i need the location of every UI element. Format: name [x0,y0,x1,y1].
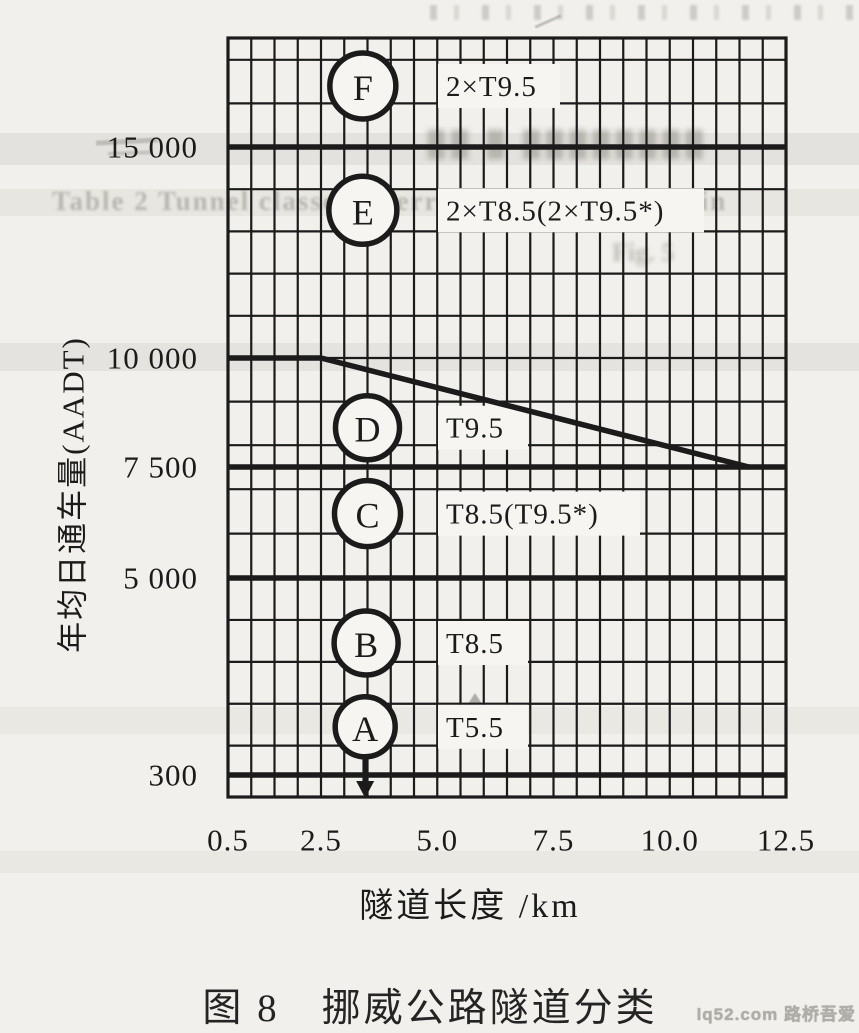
x-tick-label: 12.5 [757,823,815,858]
class-circle-A [332,694,398,760]
class-circle-D [332,392,403,463]
label-band-D [438,405,528,450]
class-letter-B: B [354,625,378,665]
label-band-E [438,188,704,233]
class-profile-label-A: T5.5 [446,712,504,744]
y-tick-label: 15 000 [107,129,198,164]
diagonal-boundary-line [318,355,752,470]
figure-caption: 图 8 挪威公路隧道分类 [202,987,658,1030]
class-letter-D: D [355,410,381,450]
class-letter-F: F [353,68,373,108]
class-circle-F [327,50,399,122]
class-circle-B [331,608,401,678]
x-tick-label: 2.5 [300,823,342,858]
label-band-F [438,63,560,108]
x-tick-label: 0.5 [207,823,249,858]
x-tick-label: 7.5 [533,823,575,858]
label-band-A [438,704,528,749]
y-tick-label: 10 000 [107,340,198,375]
class-letter-E: E [352,192,374,232]
class-letter-C: C [355,496,379,536]
plot-border [226,36,788,799]
class-profile-label-E: 2×T8.5(2×T9.5*) [446,195,664,227]
label-band-B [438,620,528,665]
x-tick-label: 10.0 [641,823,699,858]
class-profile-label-F: 2×T9.5 [446,71,537,103]
class-circle-C [331,477,404,550]
class-profile-label-D: T9.5 [446,413,504,445]
y-tick-label: 5 000 [123,561,198,596]
class-circle-E [326,173,400,248]
y-tick-label: 7 500 [123,449,198,484]
y-tick-label: 300 [149,757,199,792]
class-letter-A: A [352,709,378,749]
label-band-C [438,491,640,536]
class-profile-label-B: T8.5 [446,628,504,660]
x-axis-title: 隧道长度 /km [359,888,581,925]
x-tick-label: 5.0 [416,823,458,858]
watermark: lq52.com 路桥吾爱 [696,1005,856,1024]
y-axis-title: 年均日通车量(AADT) [55,336,91,653]
class-a-arrow-head [356,781,375,798]
class-profile-label-C: T8.5(T9.5*) [446,499,599,531]
